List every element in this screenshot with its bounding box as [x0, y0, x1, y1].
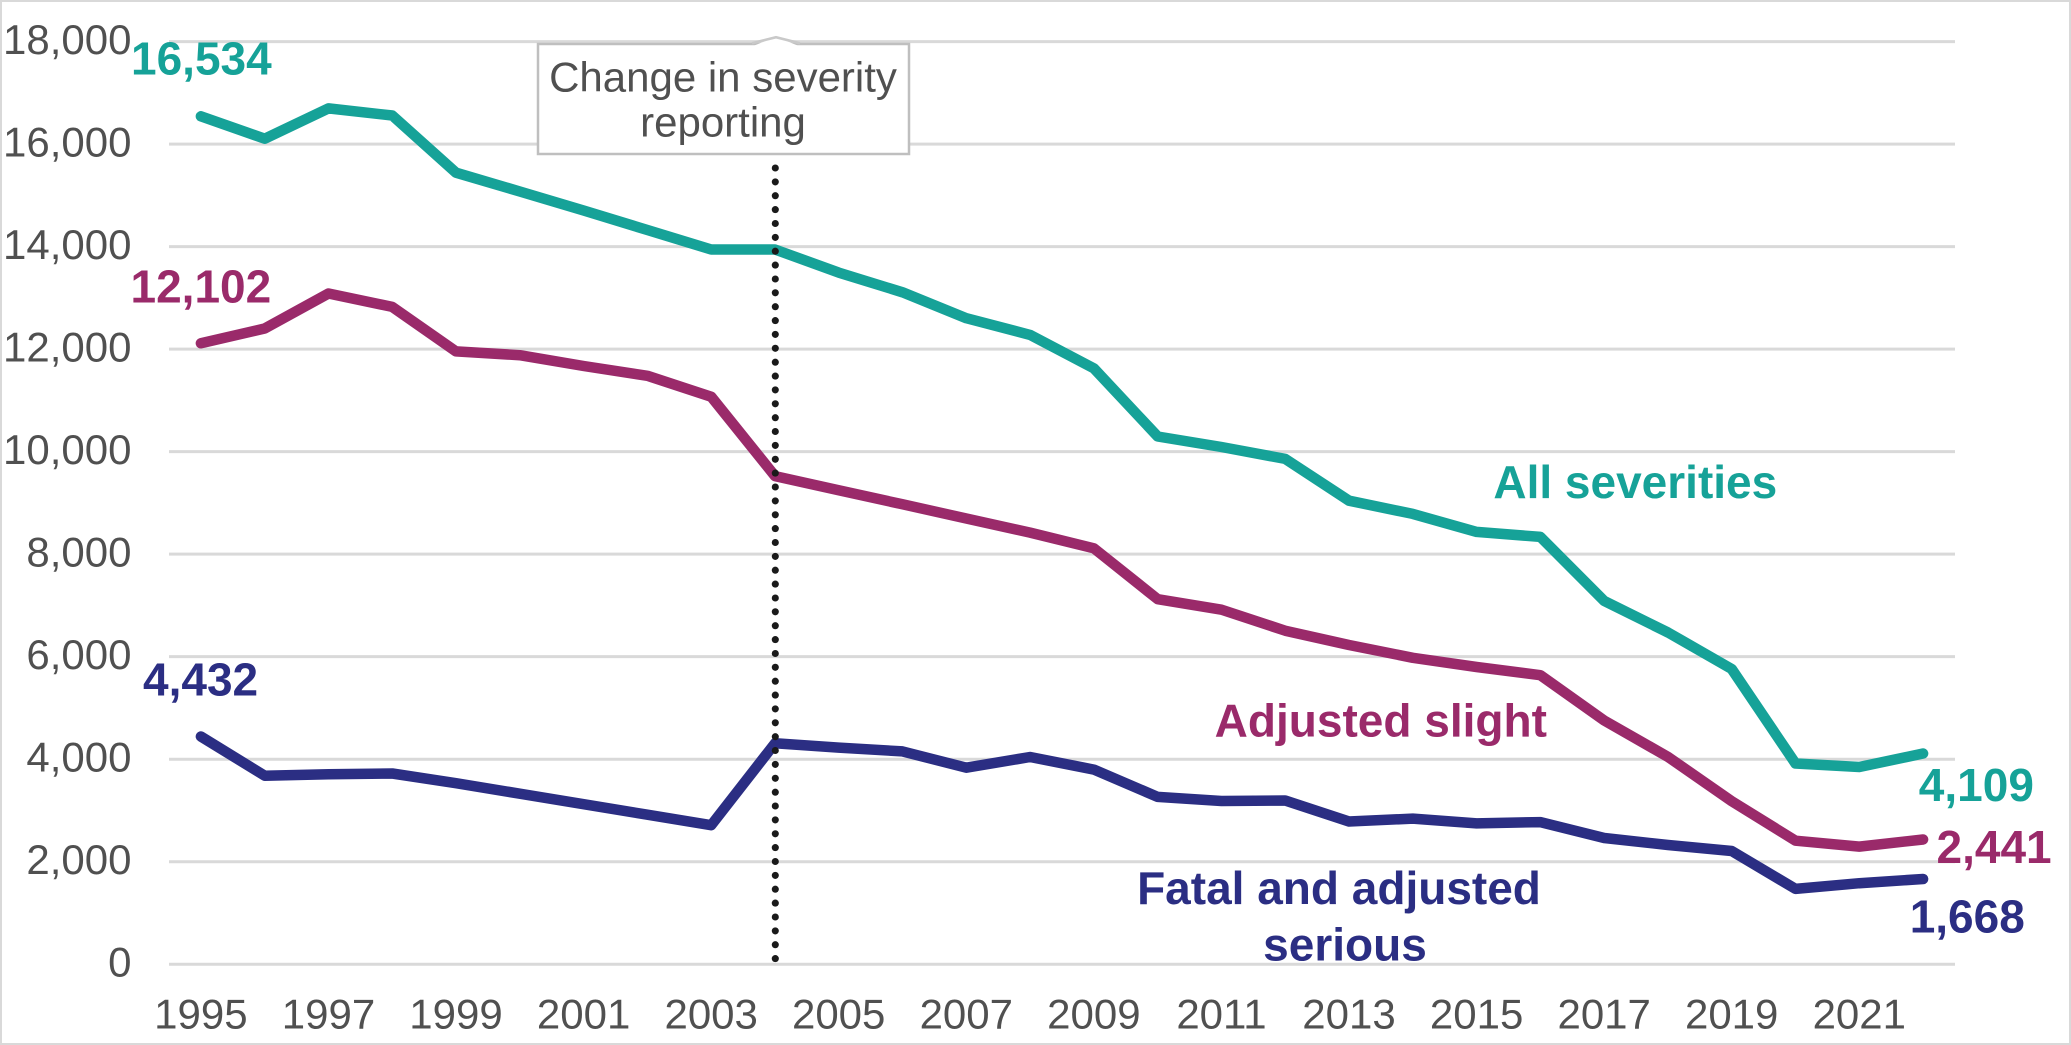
svg-text:reporting: reporting	[640, 98, 806, 145]
svg-text:All severities: All severities	[1493, 456, 1777, 508]
svg-text:14,000: 14,000	[3, 221, 131, 268]
svg-text:6,000: 6,000	[26, 631, 131, 678]
svg-text:Fatal and adjusted: Fatal and adjusted	[1137, 862, 1541, 914]
svg-text:10,000: 10,000	[3, 426, 131, 473]
svg-text:4,432: 4,432	[143, 654, 258, 706]
svg-text:4,109: 4,109	[1919, 759, 2034, 811]
svg-text:2,000: 2,000	[26, 836, 131, 883]
svg-text:2005: 2005	[792, 990, 885, 1037]
svg-text:16,000: 16,000	[3, 119, 131, 166]
svg-text:1995: 1995	[154, 990, 247, 1037]
svg-text:Adjusted slight: Adjusted slight	[1215, 695, 1547, 747]
svg-text:1999: 1999	[409, 990, 502, 1037]
svg-text:2001: 2001	[537, 990, 630, 1037]
svg-text:8,000: 8,000	[26, 529, 131, 576]
svg-text:2003: 2003	[664, 990, 757, 1037]
svg-text:18,000: 18,000	[3, 16, 131, 63]
svg-text:2017: 2017	[1557, 990, 1650, 1037]
svg-text:4,000: 4,000	[26, 734, 131, 781]
svg-text:2,441: 2,441	[1937, 821, 2052, 873]
svg-text:2007: 2007	[920, 990, 1013, 1037]
svg-text:2015: 2015	[1430, 990, 1523, 1037]
svg-text:2019: 2019	[1685, 990, 1778, 1037]
svg-text:2013: 2013	[1302, 990, 1395, 1037]
svg-text:12,000: 12,000	[3, 324, 131, 371]
svg-text:serious: serious	[1263, 919, 1427, 971]
svg-text:1997: 1997	[282, 990, 375, 1037]
svg-text:16,534: 16,534	[131, 33, 272, 85]
svg-text:12,102: 12,102	[131, 261, 272, 313]
svg-text:2021: 2021	[1813, 990, 1906, 1037]
svg-text:2009: 2009	[1047, 990, 1140, 1037]
svg-text:Change in severity: Change in severity	[549, 54, 897, 101]
svg-text:0: 0	[108, 939, 131, 986]
svg-text:1,668: 1,668	[1910, 891, 2025, 943]
svg-text:2011: 2011	[1176, 990, 1266, 1037]
